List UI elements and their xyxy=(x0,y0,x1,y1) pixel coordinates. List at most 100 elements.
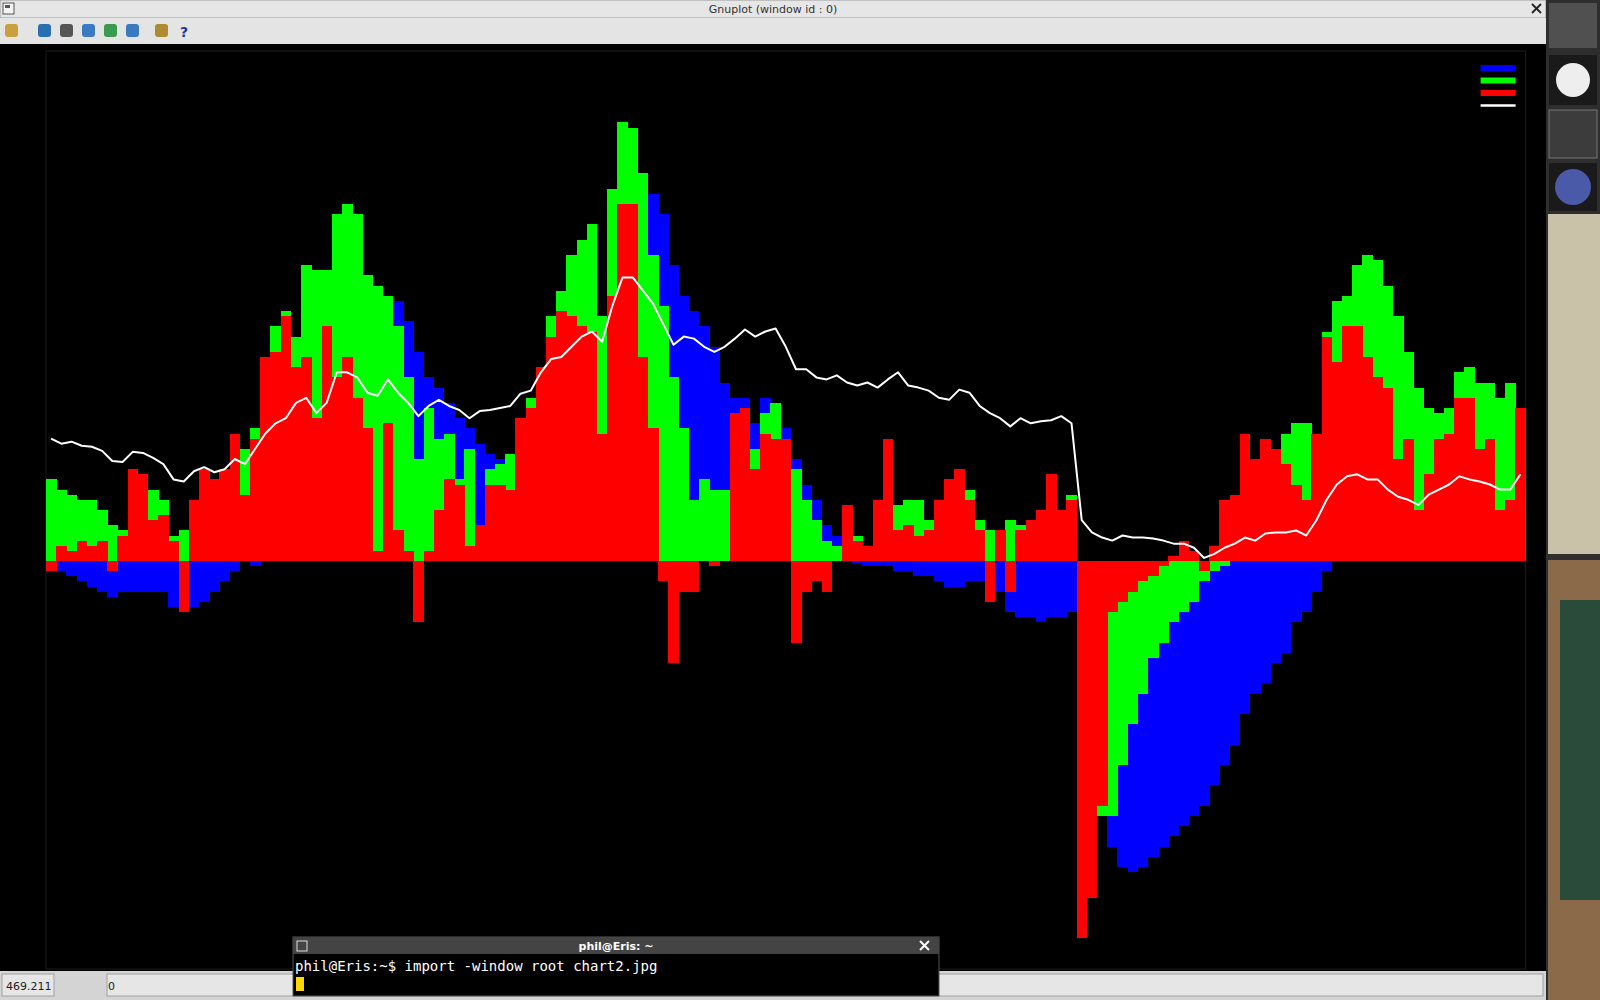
bar xyxy=(1413,510,1424,561)
dock-item[interactable] xyxy=(1549,110,1597,158)
bar xyxy=(393,326,404,561)
bar xyxy=(301,357,312,561)
bar xyxy=(944,561,955,587)
bar xyxy=(597,316,608,561)
toolbar-icon[interactable] xyxy=(155,24,168,37)
bar xyxy=(56,546,67,561)
bar xyxy=(1311,434,1322,562)
bar xyxy=(689,561,700,592)
bar xyxy=(46,479,57,561)
bar xyxy=(1199,561,1210,806)
bar xyxy=(607,189,618,561)
bar xyxy=(454,485,465,562)
bar xyxy=(903,500,914,561)
bar xyxy=(1179,561,1190,612)
bar xyxy=(1352,326,1363,561)
bar xyxy=(240,495,251,561)
bar xyxy=(322,326,333,561)
bar xyxy=(1209,561,1220,785)
bar xyxy=(281,316,292,561)
bar xyxy=(1056,510,1067,561)
bar xyxy=(1485,383,1496,562)
bar xyxy=(1393,316,1404,561)
bar xyxy=(801,561,812,592)
bar xyxy=(434,439,445,561)
bar xyxy=(1444,434,1455,562)
bar xyxy=(117,561,128,592)
dock-item[interactable] xyxy=(1549,163,1597,211)
bar xyxy=(556,311,567,561)
bar xyxy=(832,536,843,562)
terminal-close[interactable] xyxy=(920,941,929,950)
bar xyxy=(1505,383,1516,562)
bar xyxy=(1026,561,1037,617)
terminal-close[interactable] xyxy=(920,941,929,950)
bar xyxy=(179,530,190,561)
terminal-title: phil@Eris: ~ xyxy=(579,940,654,953)
plot-background xyxy=(0,44,1546,971)
toolbar-icon[interactable] xyxy=(38,24,51,37)
terminal-command: phil@Eris:~$ import -window root chart2.… xyxy=(295,958,657,974)
bar xyxy=(597,434,608,562)
bar xyxy=(1219,561,1230,566)
bar xyxy=(77,561,88,581)
dock-item[interactable] xyxy=(1549,55,1597,105)
bar xyxy=(1424,474,1435,561)
bar xyxy=(66,495,77,561)
help-icon[interactable]: ? xyxy=(180,24,188,40)
bar xyxy=(77,541,88,561)
bar xyxy=(811,561,822,581)
bar xyxy=(413,352,424,561)
window-menu-button[interactable] xyxy=(3,3,14,14)
bar xyxy=(1424,408,1435,561)
close-button[interactable] xyxy=(1532,4,1541,13)
bar xyxy=(750,423,761,561)
bar xyxy=(1036,510,1047,561)
bar xyxy=(1515,408,1525,561)
bar xyxy=(760,434,771,562)
bar xyxy=(924,530,935,561)
bar xyxy=(730,398,741,561)
dock-item[interactable] xyxy=(1549,3,1597,48)
terminal-menu-button[interactable] xyxy=(297,941,307,951)
bar xyxy=(985,530,996,561)
toolbar-icon[interactable] xyxy=(104,24,117,37)
bar xyxy=(219,561,230,581)
bar xyxy=(362,275,373,561)
bar xyxy=(1005,561,1016,612)
dock-icon xyxy=(1556,63,1590,97)
bar xyxy=(1342,326,1353,561)
bar xyxy=(975,520,986,561)
bar xyxy=(495,485,506,562)
bar xyxy=(1138,561,1149,581)
status-text: 469.211 xyxy=(6,980,52,993)
bar xyxy=(117,536,128,562)
bar xyxy=(730,413,741,561)
bar xyxy=(240,449,251,561)
bar xyxy=(1464,367,1475,561)
bar xyxy=(791,561,802,643)
bar xyxy=(1199,561,1210,581)
bar xyxy=(97,510,108,561)
bar xyxy=(1158,561,1169,566)
bar xyxy=(1362,255,1373,561)
toolbar-icon[interactable] xyxy=(82,24,95,37)
bar xyxy=(1056,561,1067,617)
bar xyxy=(168,541,179,561)
bar xyxy=(107,561,118,597)
bar xyxy=(199,561,210,602)
toolbar-icon[interactable] xyxy=(5,24,18,37)
bar xyxy=(189,500,200,561)
bar xyxy=(699,561,710,562)
bar xyxy=(1281,464,1292,561)
bar xyxy=(1322,561,1333,571)
bar xyxy=(1015,530,1026,561)
bar xyxy=(801,500,812,561)
bar xyxy=(1179,561,1190,826)
toolbar-icon[interactable] xyxy=(126,24,139,37)
bar xyxy=(505,490,516,561)
bar xyxy=(566,255,577,561)
bar xyxy=(1066,500,1077,561)
bar xyxy=(944,479,955,561)
toolbar-icon[interactable] xyxy=(60,24,73,37)
